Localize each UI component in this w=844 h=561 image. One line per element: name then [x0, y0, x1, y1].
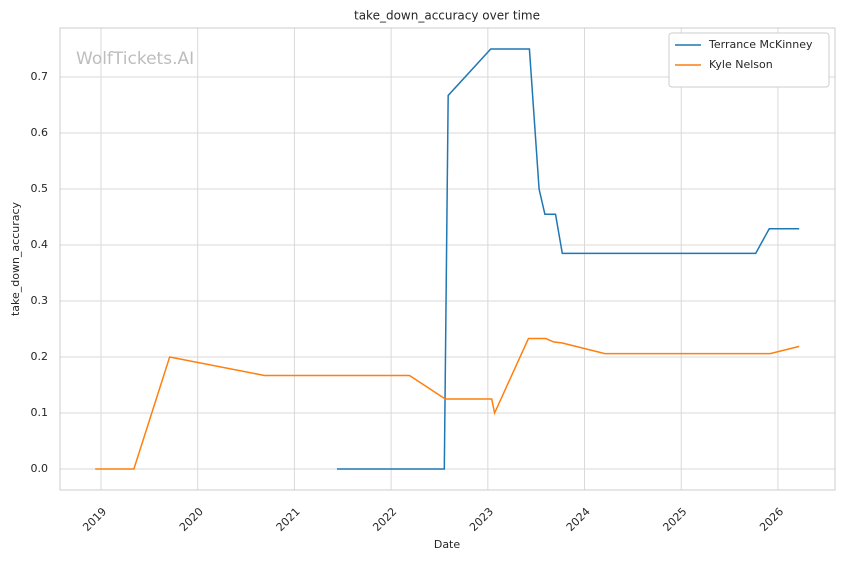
x-axis-label: Date	[434, 538, 461, 551]
y-tick-label: 0.6	[31, 126, 49, 139]
y-tick-label: 0.2	[31, 350, 49, 363]
x-tick-label: 2024	[564, 505, 593, 534]
y-tick-label: 0.1	[31, 406, 49, 419]
legend-label: Kyle Nelson	[709, 58, 773, 71]
legend-label: Terrance McKinney	[708, 38, 813, 51]
x-tick-label: 2026	[757, 505, 786, 534]
chart-title: take_down_accuracy over time	[354, 9, 540, 23]
data-line	[95, 337, 800, 470]
watermark: WolfTickets.AI	[76, 49, 194, 69]
x-tick-label: 2019	[80, 505, 109, 534]
y-tick-label: 0.3	[31, 294, 49, 307]
x-tick-label: 2022	[370, 505, 399, 534]
x-tick-label: 2023	[467, 505, 496, 534]
y-tick-label: 0.5	[31, 182, 49, 195]
x-tick-label: 2020	[177, 505, 206, 534]
x-tick-label: 2025	[660, 505, 689, 534]
y-tick-label: 0.4	[31, 238, 49, 251]
plot-frame	[59, 27, 836, 491]
y-axis-label: take_down_accuracy	[9, 201, 22, 316]
y-tick-label: 0.0	[31, 462, 49, 475]
x-tick-label: 2021	[274, 505, 303, 534]
y-tick-label: 0.7	[31, 70, 49, 83]
data-line	[336, 48, 800, 470]
legend-box	[668, 32, 830, 88]
